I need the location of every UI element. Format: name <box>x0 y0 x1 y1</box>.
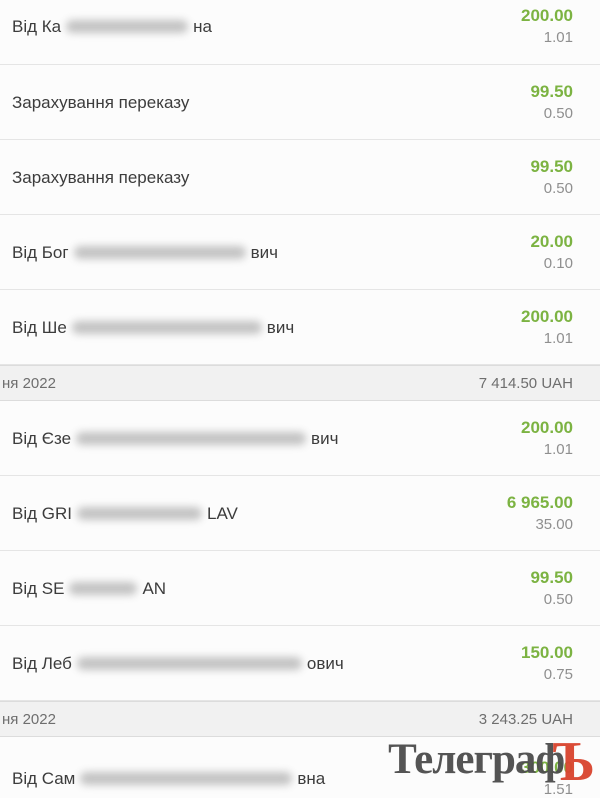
redacted-name-blur <box>66 19 189 33</box>
transaction-amount: 200.00 <box>521 306 573 326</box>
transaction-description-suffix: AN <box>142 578 167 598</box>
transaction-amounts: 99.50 0.50 <box>530 567 573 610</box>
transaction-row[interactable]: Від Ка на 200.00 1.01 <box>0 0 600 65</box>
transaction-row[interactable]: Від Сам вна 300.00 1.51 <box>0 737 600 798</box>
date-group-separator: ня 2022 7 414.50 UAH <box>0 365 600 401</box>
transaction-description-suffix: вич <box>311 428 339 448</box>
transaction-amounts: 6 965.00 35.00 <box>507 492 573 535</box>
transaction-description-suffix: LAV <box>206 503 238 523</box>
transaction-amounts: 300.00 1.51 <box>521 757 573 798</box>
transaction-row[interactable]: Від GRI LAV 6 965.00 35.00 <box>0 476 600 551</box>
transaction-amount: 150.00 <box>521 642 573 662</box>
date-group-separator: ня 2022 3 243.25 UAH <box>0 701 600 737</box>
transaction-amount: 200.00 <box>521 5 573 25</box>
transaction-fee: 1.51 <box>543 780 573 798</box>
transaction-description-prefix: Від Бог <box>12 242 69 262</box>
transaction-amounts: 200.00 1.01 <box>521 306 573 349</box>
transaction-description: Від Леб ович <box>12 655 344 672</box>
transaction-amount: 20.00 <box>530 231 573 251</box>
transaction-amount: 99.50 <box>530 156 573 176</box>
transaction-fee: 1.01 <box>543 329 573 347</box>
transaction-description: Зарахування переказу <box>12 169 189 186</box>
transaction-description-prefix: Від Ше <box>12 317 67 337</box>
transaction-description-prefix: Від Ка <box>12 16 62 36</box>
transaction-row[interactable]: Від Бог вич 20.00 0.10 <box>0 215 600 290</box>
transaction-description-suffix: вич <box>250 242 278 262</box>
redacted-name-blur <box>71 320 262 334</box>
transaction-description: Від Сам вна <box>12 770 325 787</box>
group-total-amount: 3 243.25 UAH <box>478 710 573 728</box>
transaction-description: Від SE AN <box>12 580 166 597</box>
transaction-amounts: 150.00 0.75 <box>521 642 573 685</box>
transaction-amount: 300.00 <box>521 757 573 777</box>
redacted-name-blur <box>76 431 307 445</box>
transaction-row[interactable]: Від SE AN 99.50 0.50 <box>0 551 600 626</box>
transaction-description: Від Ше вич <box>12 319 294 336</box>
transaction-amounts: 99.50 0.50 <box>530 156 573 199</box>
redacted-name-blur <box>69 581 138 595</box>
transaction-fee: 1.01 <box>543 440 573 458</box>
transaction-description-prefix: Зарахування переказу <box>12 167 190 187</box>
transaction-description-prefix: Від Єзе <box>12 428 72 448</box>
transaction-fee: 0.50 <box>543 590 573 608</box>
group-total-amount: 7 414.50 UAH <box>478 374 573 392</box>
transaction-description-suffix: вна <box>297 768 326 788</box>
redacted-name-blur <box>76 506 202 520</box>
transaction-row[interactable]: Від Леб ович 150.00 0.75 <box>0 626 600 701</box>
transaction-description: Від Ка на <box>12 18 212 35</box>
redacted-name-blur <box>80 771 293 785</box>
transaction-description: Зарахування переказу <box>12 94 189 111</box>
transaction-description-suffix: на <box>193 16 212 36</box>
transaction-description-prefix: Від Сам <box>12 768 76 788</box>
transaction-row[interactable]: Від Ше вич 200.00 1.01 <box>0 290 600 365</box>
redacted-name-blur <box>73 245 246 259</box>
group-date-label: ня 2022 <box>2 374 56 392</box>
transaction-amounts: 200.00 1.01 <box>521 417 573 460</box>
transaction-description: Від Єзе вич <box>12 430 338 447</box>
transaction-description-prefix: Від GRI <box>12 503 72 523</box>
transaction-description-suffix: вич <box>266 317 295 337</box>
transaction-fee: 1.01 <box>543 28 573 46</box>
transaction-fee: 0.75 <box>543 665 573 683</box>
transaction-description-prefix: Від SE <box>12 578 65 598</box>
transaction-row[interactable]: Зарахування переказу 99.50 0.50 <box>0 140 600 215</box>
transaction-amount: 6 965.00 <box>506 492 573 512</box>
transaction-fee: 0.50 <box>543 104 573 122</box>
transaction-description-suffix: ович <box>306 653 344 673</box>
transaction-amount: 99.50 <box>530 81 573 101</box>
transaction-fee: 0.10 <box>543 254 573 272</box>
transaction-row[interactable]: Від Єзе вич 200.00 1.01 <box>0 401 600 476</box>
transaction-description-prefix: Зарахування переказу <box>12 92 190 112</box>
transaction-amount: 200.00 <box>521 417 573 437</box>
transaction-description: Від GRI LAV <box>12 505 238 522</box>
transaction-description-prefix: Від Леб <box>12 653 72 673</box>
transaction-description: Від Бог вич <box>12 244 278 261</box>
transaction-amount: 99.50 <box>530 567 573 587</box>
transaction-amounts: 20.00 0.10 <box>530 231 573 274</box>
transaction-fee: 0.50 <box>543 179 573 197</box>
transaction-fee: 35.00 <box>535 515 573 533</box>
transaction-amounts: 200.00 1.01 <box>521 5 573 48</box>
transaction-amounts: 99.50 0.50 <box>530 81 573 124</box>
redacted-name-blur <box>76 656 302 670</box>
transaction-row[interactable]: Зарахування переказу 99.50 0.50 <box>0 65 600 140</box>
group-date-label: ня 2022 <box>2 710 56 728</box>
